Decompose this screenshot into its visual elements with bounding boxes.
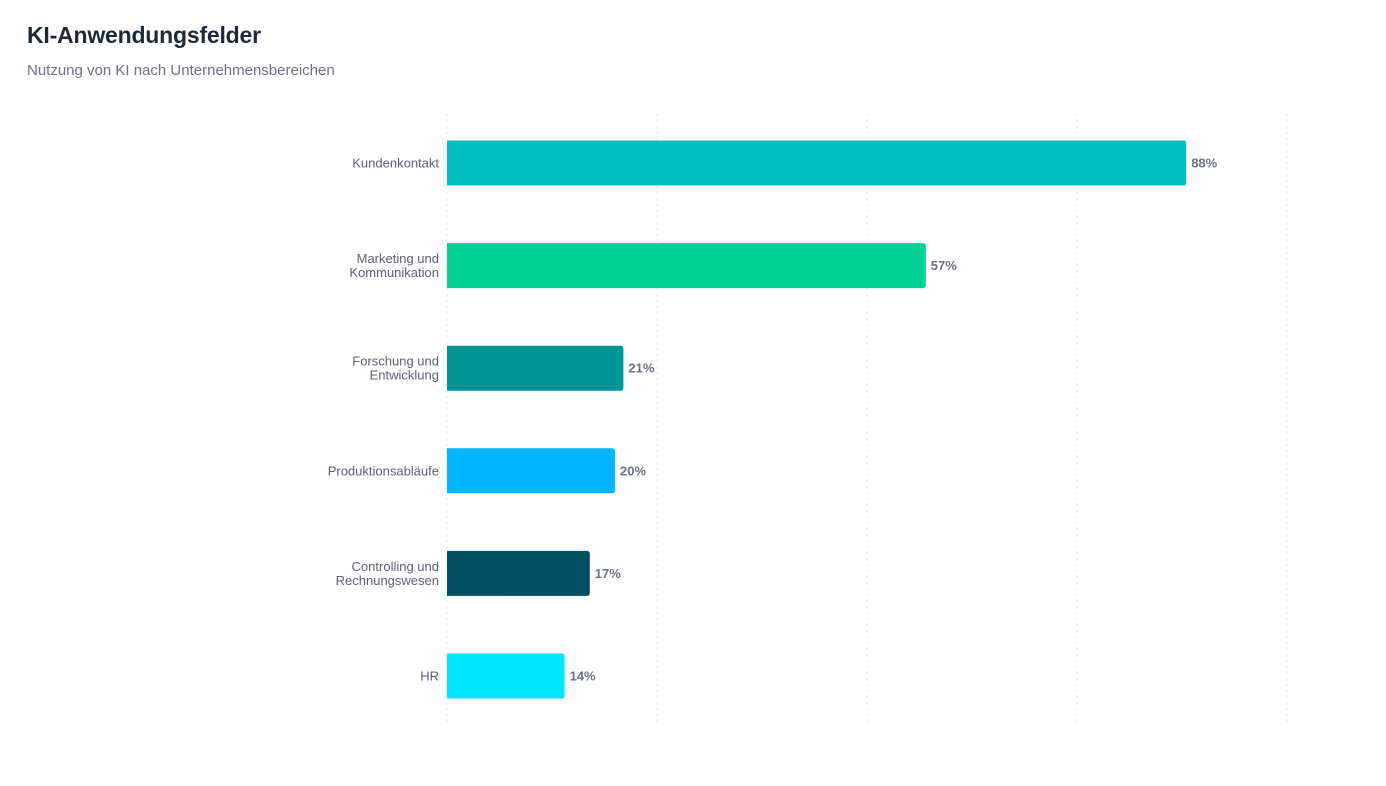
value-label: 21% <box>628 361 654 376</box>
value-label: 57% <box>931 258 957 273</box>
chart-subtitle: Nutzung von KI nach Unternehmensbereiche… <box>27 62 335 79</box>
bar[interactable] <box>447 140 1187 186</box>
category-label: Kundenkontakt <box>352 156 439 171</box>
bar[interactable] <box>447 550 590 596</box>
labels: 88% Kundenkontakt 57% Marketing und Kommunik… <box>328 156 1218 684</box>
value-label: 17% <box>595 566 621 581</box>
bar[interactable] <box>447 653 565 699</box>
bars <box>447 140 1187 699</box>
category-label: HR <box>420 669 439 684</box>
value-label: 20% <box>620 463 646 478</box>
category-label: Produktionsabläufe <box>328 463 439 478</box>
chart-title: KI-Anwendungsfelder <box>27 22 261 48</box>
category-label: Forschung und Entwicklung <box>352 354 439 383</box>
grid-lines <box>446 114 1288 726</box>
value-label: 14% <box>570 669 596 684</box>
category-label: Marketing und Kommunikation <box>349 251 439 280</box>
bar[interactable] <box>447 448 615 494</box>
value-label: 88% <box>1191 156 1217 171</box>
category-label: Controlling und Rechnungswesen <box>336 559 439 588</box>
bar[interactable] <box>447 345 624 391</box>
bar[interactable] <box>447 243 926 289</box>
